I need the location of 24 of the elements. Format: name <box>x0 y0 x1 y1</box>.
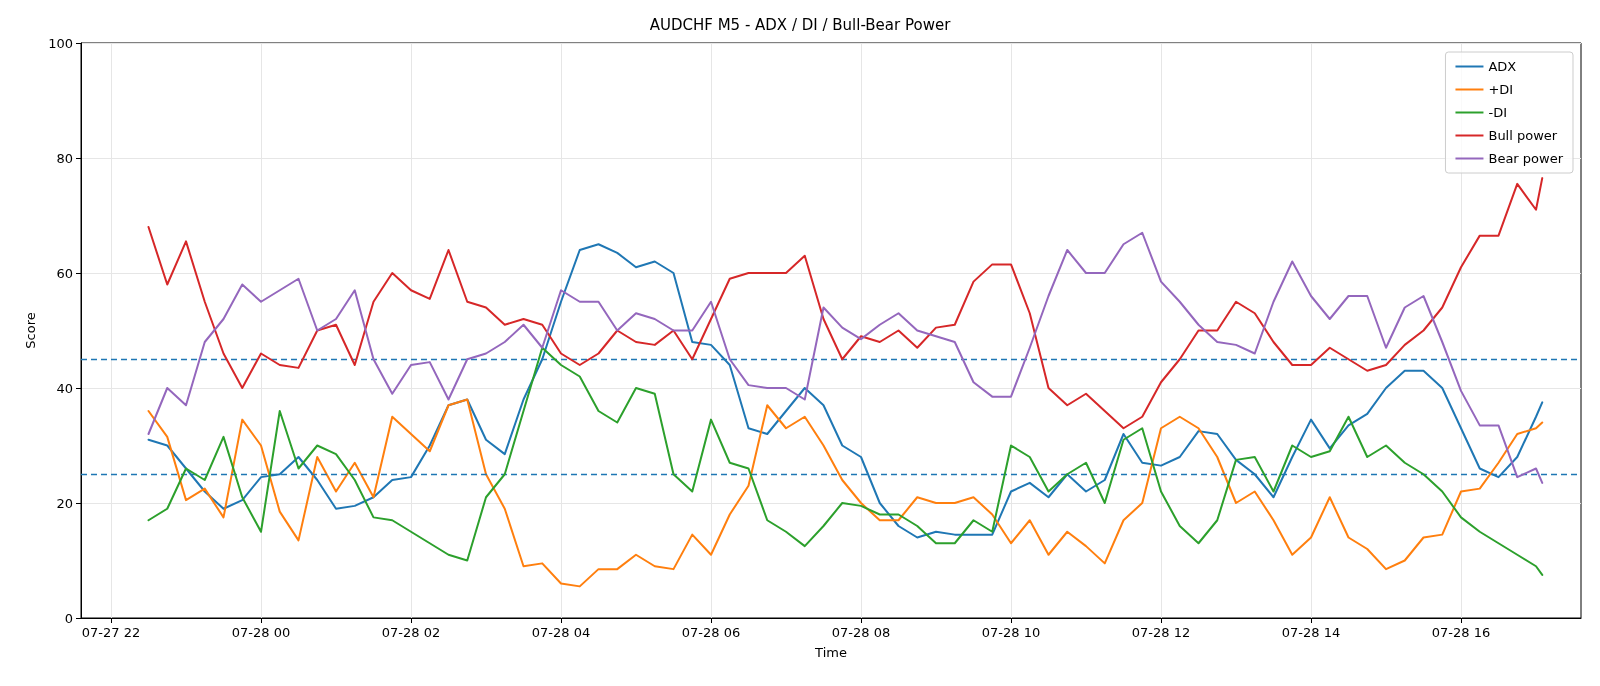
legend-label: Bull power <box>1488 128 1558 143</box>
legend-label: ADX <box>1488 59 1517 74</box>
y-tick-label: 40 <box>56 380 73 396</box>
y-tick-label: 100 <box>48 35 73 51</box>
x-tick-label: 07-28 02 <box>381 625 441 640</box>
x-tick-label: 07-27 22 <box>81 625 141 640</box>
x-tick-label: 07-28 14 <box>1281 625 1341 640</box>
y-tick-label: 0 <box>64 610 73 626</box>
chart-title: AUDCHF M5 - ADX / DI / Bull-Bear Power <box>649 15 952 34</box>
x-tick-label: 07-28 16 <box>1431 625 1491 640</box>
legend-label: +DI <box>1488 82 1514 97</box>
y-axis-title: Score <box>23 312 39 349</box>
y-tick-label: 20 <box>56 495 73 511</box>
x-tick-label: 07-28 08 <box>831 625 891 640</box>
x-tick-label: 07-28 00 <box>231 625 291 640</box>
legend-label: -DI <box>1488 105 1508 120</box>
legend-label: Bear power <box>1488 151 1564 166</box>
x-tick-label: 07-28 10 <box>981 625 1041 640</box>
y-tick-label: 60 <box>56 265 73 281</box>
y-tick-label: 80 <box>56 150 73 166</box>
x-tick-label: 07-28 06 <box>681 625 741 640</box>
x-tick-label: 07-28 12 <box>1131 625 1191 640</box>
x-tick-label: 07-28 04 <box>531 625 591 640</box>
x-axis-title: Time <box>814 645 847 660</box>
